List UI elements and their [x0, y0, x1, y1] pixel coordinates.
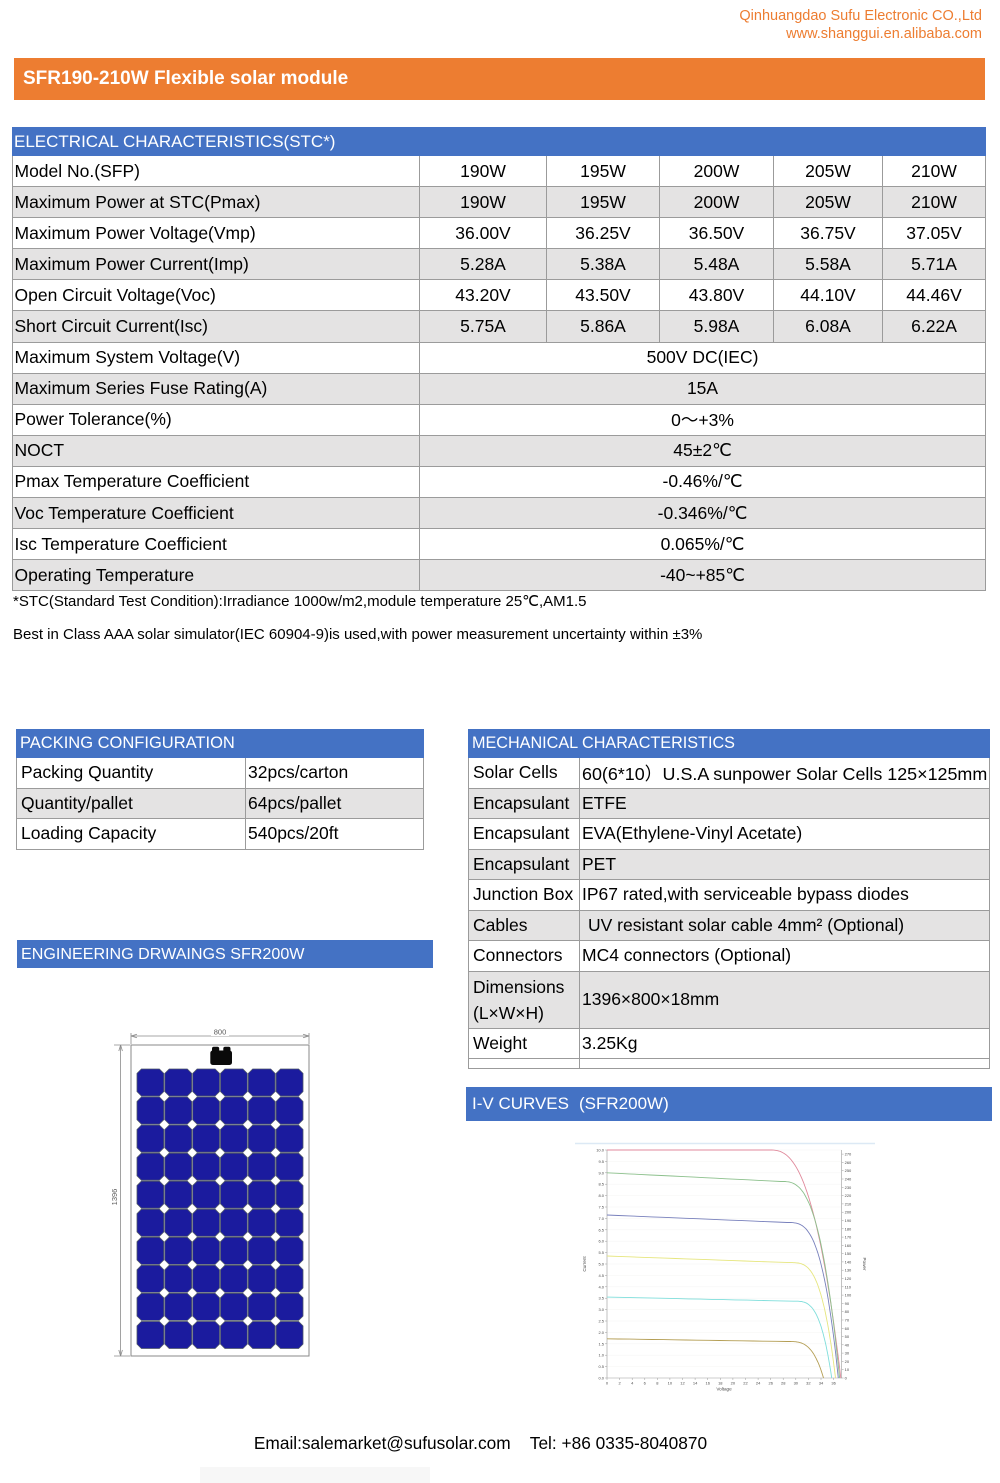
svg-text:7.0: 7.0: [598, 1216, 604, 1221]
svg-text:28: 28: [781, 1381, 786, 1386]
svg-text:4.5: 4.5: [598, 1273, 604, 1278]
svg-text:30: 30: [794, 1381, 799, 1386]
svg-text:Current: Current: [582, 1256, 587, 1272]
svg-text:10: 10: [668, 1381, 673, 1386]
svg-text:70: 70: [845, 1318, 850, 1323]
svg-text:9.5: 9.5: [598, 1159, 604, 1164]
svg-text:210: 210: [845, 1201, 852, 1206]
svg-text:10.0: 10.0: [596, 1148, 605, 1153]
svg-text:34: 34: [819, 1381, 824, 1386]
svg-text:4: 4: [631, 1381, 634, 1386]
svg-text:90: 90: [845, 1301, 850, 1306]
svg-text:1.5: 1.5: [598, 1341, 604, 1346]
svg-text:80: 80: [845, 1309, 850, 1314]
svg-text:20: 20: [731, 1381, 736, 1386]
svg-text:140: 140: [845, 1259, 852, 1264]
svg-text:32: 32: [806, 1381, 811, 1386]
svg-text:10: 10: [845, 1367, 850, 1372]
svg-text:22: 22: [743, 1381, 748, 1386]
svg-text:18: 18: [718, 1381, 723, 1386]
svg-text:800: 800: [214, 1028, 227, 1037]
svg-text:50: 50: [845, 1334, 850, 1339]
svg-text:8.5: 8.5: [598, 1182, 604, 1187]
svg-text:240: 240: [845, 1177, 852, 1182]
svg-text:36: 36: [831, 1381, 836, 1386]
svg-text:20: 20: [845, 1359, 850, 1364]
svg-text:130: 130: [845, 1268, 852, 1273]
svg-text:110: 110: [845, 1284, 852, 1289]
svg-text:3.0: 3.0: [598, 1307, 604, 1312]
svg-text:1396: 1396: [110, 1189, 119, 1206]
svg-text:120: 120: [845, 1276, 852, 1281]
svg-text:4.0: 4.0: [598, 1284, 604, 1289]
svg-text:190: 190: [845, 1218, 852, 1223]
svg-text:0.5: 0.5: [598, 1364, 604, 1369]
svg-text:5.0: 5.0: [598, 1262, 604, 1267]
svg-text:5.5: 5.5: [598, 1250, 604, 1255]
svg-text:14: 14: [693, 1381, 698, 1386]
svg-text:170: 170: [845, 1235, 852, 1240]
svg-text:1.0: 1.0: [598, 1353, 604, 1358]
svg-text:Voltage: Voltage: [716, 1387, 732, 1392]
svg-text:3.5: 3.5: [598, 1296, 604, 1301]
svg-text:230: 230: [845, 1185, 852, 1190]
svg-text:16: 16: [705, 1381, 710, 1386]
svg-text:180: 180: [845, 1226, 852, 1231]
svg-text:Power: Power: [862, 1257, 867, 1270]
svg-text:0: 0: [845, 1376, 848, 1381]
svg-text:7.5: 7.5: [598, 1205, 604, 1210]
svg-text:2.0: 2.0: [598, 1330, 604, 1335]
svg-text:8.0: 8.0: [598, 1193, 604, 1198]
svg-text:6: 6: [644, 1381, 647, 1386]
svg-text:6.0: 6.0: [598, 1239, 604, 1244]
svg-text:220: 220: [845, 1193, 852, 1198]
svg-text:24: 24: [756, 1381, 761, 1386]
svg-text:26: 26: [768, 1381, 773, 1386]
svg-text:9.0: 9.0: [598, 1170, 604, 1175]
svg-text:2.5: 2.5: [598, 1319, 604, 1324]
svg-text:60: 60: [845, 1326, 850, 1331]
svg-text:6.5: 6.5: [598, 1227, 604, 1232]
svg-text:250: 250: [845, 1168, 852, 1173]
svg-text:0.0: 0.0: [598, 1376, 604, 1381]
svg-text:150: 150: [845, 1251, 852, 1256]
svg-text:100: 100: [845, 1293, 852, 1298]
svg-text:160: 160: [845, 1243, 852, 1248]
svg-text:0: 0: [606, 1381, 609, 1386]
svg-text:8: 8: [656, 1381, 659, 1386]
svg-text:40: 40: [845, 1342, 850, 1347]
svg-text:30: 30: [845, 1351, 850, 1356]
svg-text:2: 2: [618, 1381, 621, 1386]
svg-text:200: 200: [845, 1210, 852, 1215]
svg-text:12: 12: [680, 1381, 685, 1386]
svg-text:260: 260: [845, 1160, 852, 1165]
svg-text:270: 270: [845, 1152, 852, 1157]
